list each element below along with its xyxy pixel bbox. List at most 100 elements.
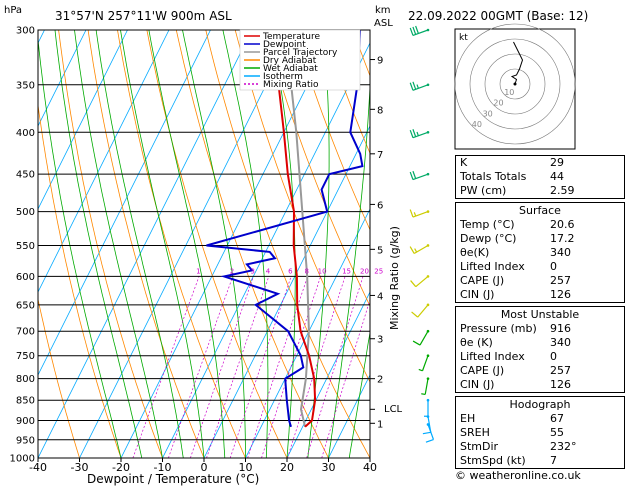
mixing-ratio-tick-label: 1 xyxy=(196,267,200,275)
wet-adiabat xyxy=(369,455,370,458)
pressure-tick-label: 300 xyxy=(16,26,35,37)
wind-barb-flag xyxy=(412,81,417,90)
hodograph-ring xyxy=(469,38,561,130)
wind-barb-base xyxy=(426,423,430,426)
wind-barb-shaft xyxy=(424,378,429,395)
height-tick-label: 7 xyxy=(377,150,383,161)
wind-barb-shaft xyxy=(421,355,429,371)
surface-value: 0 xyxy=(550,260,557,273)
most-unstable-row: θe (K) 340 xyxy=(456,336,624,350)
wind-barb-base xyxy=(426,275,430,278)
mixing-ratio-line xyxy=(321,298,370,458)
most-unstable-value: 257 xyxy=(550,364,571,377)
mixing-ratio-tick-label: 4 xyxy=(266,267,271,275)
mixing-ratio-tick-label: 10 xyxy=(318,267,327,275)
mixing-ratio-tick-label: 25 xyxy=(374,267,383,275)
dry-adiabat xyxy=(323,30,370,155)
wind-barb-flag xyxy=(416,84,419,89)
pressure-tick-label: 900 xyxy=(16,416,35,427)
hodograph-ring-label: 10 xyxy=(504,88,514,97)
hodograph-param-row: StmDir 232° xyxy=(456,440,624,454)
mixing-ratio-line xyxy=(247,276,308,458)
hodograph-trace xyxy=(510,41,524,85)
most-unstable-row: Lifted Index 0 xyxy=(456,350,624,364)
wind-barbs xyxy=(409,25,435,443)
most-unstable-title: Most Unstable xyxy=(500,308,580,321)
wind-barb-flag xyxy=(415,25,419,34)
pressure-tick-label: 600 xyxy=(16,272,35,283)
pressure-tick-label: 800 xyxy=(16,374,35,385)
asl-label: ASL xyxy=(374,18,393,29)
wind-barb-flag xyxy=(418,368,423,372)
surface-value: 20.6 xyxy=(550,218,575,231)
most-unstable-name: Lifted Index xyxy=(460,350,525,363)
pressure-tick-label: 850 xyxy=(16,396,35,407)
temperature-tick-label: 10 xyxy=(239,461,253,474)
surface-row: CIN (J) 126 xyxy=(456,288,624,302)
hodograph-param-name: StmDir xyxy=(460,440,499,453)
pressure-tick-label: 400 xyxy=(16,128,35,139)
isotherm-line xyxy=(38,30,253,458)
wind-barb-flag xyxy=(409,27,414,36)
wind-barb-flag xyxy=(410,280,417,288)
isotherm-line xyxy=(120,30,336,458)
surface-name: θe(K) xyxy=(460,246,490,259)
indices-box: K 29 Totals Totals 44 PW (cm) 2.59 xyxy=(455,155,625,199)
hodograph-param-value: 232° xyxy=(550,440,577,453)
isotherm-line xyxy=(162,42,370,458)
hodograph-param-row: StmSpd (kt) 7 xyxy=(456,454,624,468)
wind-barb-base xyxy=(426,210,430,213)
wind-barb-flag xyxy=(412,26,417,35)
wind-barb-flag xyxy=(412,340,421,346)
pressure-tick-label: 1000 xyxy=(10,454,35,465)
wind-barb-flag xyxy=(416,131,419,136)
isotherm-line xyxy=(286,291,370,458)
hodograph-ring xyxy=(484,53,546,115)
hodograph-param-value: 67 xyxy=(550,412,564,425)
surface-name: CAPE (J) xyxy=(460,274,505,287)
legend-label: Dewpoint xyxy=(263,40,306,50)
hodograph-param-row: EH 67 xyxy=(456,412,624,426)
pressure-tick-label: 450 xyxy=(16,170,35,181)
wind-barb-base xyxy=(426,83,430,87)
wind-barb-shaft xyxy=(419,330,429,346)
wind-barb-flag xyxy=(409,130,414,138)
parcel-trajectory-line xyxy=(284,30,310,428)
mixing-ratio-labels: 1 2 3 4 6 8 10 15 20 25 xyxy=(196,267,383,275)
wind-barb-flag xyxy=(413,212,417,217)
mixing-ratio-tick-label: 8 xyxy=(305,267,309,275)
most-unstable-name: Pressure (mb) xyxy=(460,322,537,335)
temperature-tick-label: 30 xyxy=(322,461,336,474)
surface-row: Lifted Index 0 xyxy=(456,260,624,274)
wind-barb-flag xyxy=(409,82,414,91)
height-tick-label: 8 xyxy=(377,105,383,116)
wind-barb-base xyxy=(426,303,430,307)
most-unstable-row: CAPE (J) 257 xyxy=(456,364,624,378)
pressure-tick-label: 650 xyxy=(16,300,35,311)
temperature-tick-label: -40 xyxy=(29,461,47,474)
pressure-tick-label: 950 xyxy=(16,435,35,446)
mixing-ratio-tick-label: 15 xyxy=(342,267,351,275)
dry-adiabat xyxy=(58,30,163,458)
height-tick-label: 5 xyxy=(377,245,383,256)
legend-label: Parcel Trajectory xyxy=(263,48,338,58)
most-unstable-row: CIN (J) 126 xyxy=(456,378,624,392)
most-unstable-box: Most Unstable Pressure (mb) 916 θe (K) 340 L… xyxy=(455,306,625,393)
temperature-tick-label: 40 xyxy=(363,461,377,474)
pressure-tick-label: 350 xyxy=(16,80,35,91)
surface-title: Surface xyxy=(519,204,561,217)
pressure-tick-labels: 300 350 400 450 500 550 600 650 700 750 800 850 900 9… xyxy=(10,26,35,465)
legend-label: Wet Adiabat xyxy=(263,64,318,74)
wind-barb-flag xyxy=(409,171,414,180)
wind-barb-flag xyxy=(409,209,414,218)
indices-panel: K 29 Totals Totals 44 PW (cm) 2.59 Surface Te… xyxy=(455,155,625,472)
wind-barb-base xyxy=(426,329,430,333)
wind-barb-flag xyxy=(412,170,417,179)
wind-barb-base xyxy=(426,28,430,32)
hodograph-ring-label: 40 xyxy=(472,120,482,129)
index-name: PW (cm) xyxy=(460,184,507,197)
wind-barb-flag xyxy=(425,438,434,443)
most-unstable-name: CAPE (J) xyxy=(460,364,505,377)
